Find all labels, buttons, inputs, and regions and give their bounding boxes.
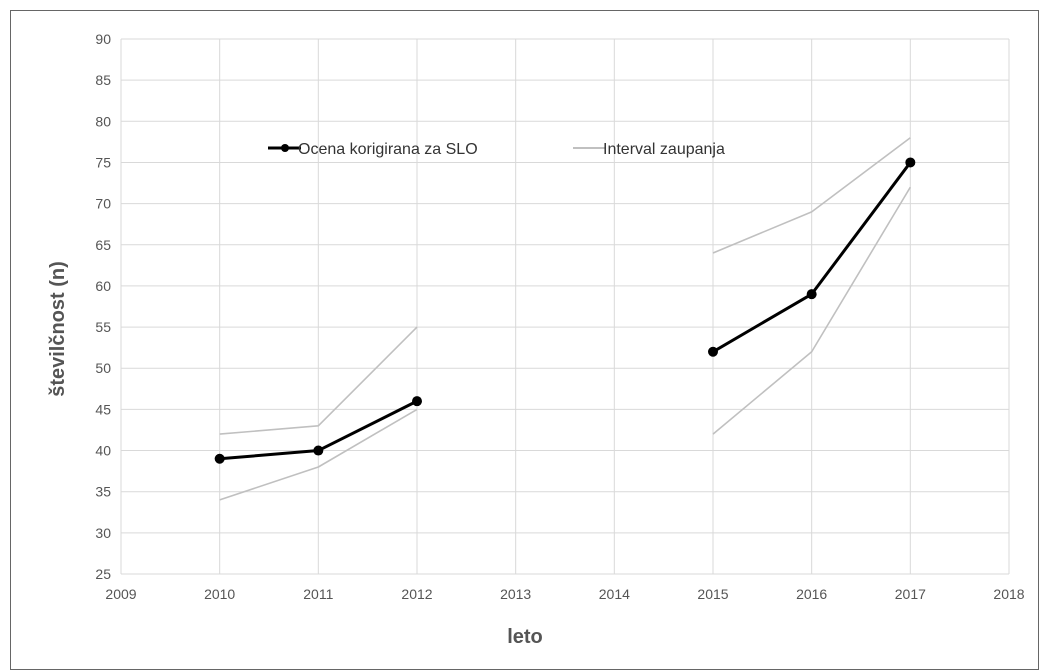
y-tick-label: 30 [95, 525, 111, 541]
interval-line-segment [219, 408, 418, 501]
estimate-point [708, 346, 718, 357]
x-tick-label: 2012 [401, 586, 432, 602]
y-tick-label: 50 [95, 360, 111, 376]
interval-line-segment [712, 186, 912, 435]
x-tick-labels: 2009 2010 2011 2012 2013 2014 2015 2016 2017 2018 [105, 586, 1024, 602]
legend: Ocena korigirana za SLO Interval zaupanj… [268, 141, 725, 158]
y-tick-label: 65 [95, 237, 111, 253]
estimate-point [214, 453, 225, 464]
legend-label-estimate: Ocena korigirana za SLO [298, 141, 478, 158]
grid-lines [120, 38, 1010, 575]
estimate-point [412, 396, 422, 407]
y-tick-label: 80 [95, 113, 111, 129]
x-tick-label: 2014 [599, 586, 630, 602]
estimate-point [905, 157, 916, 168]
series-layer [214, 137, 916, 501]
legend-marker-estimate [281, 144, 289, 152]
y-tick-label: 70 [95, 196, 111, 212]
interval-line-segment [712, 137, 911, 254]
x-tick-label: 2013 [500, 586, 531, 602]
y-tick-label: 60 [95, 278, 111, 294]
chart-frame: 25 30 35 40 45 50 55 60 65 70 75 80 85 90 2009 2010 201… [10, 10, 1039, 670]
y-tick-label: 35 [95, 484, 111, 500]
x-axis-label: leto [507, 626, 543, 648]
y-tick-label: 40 [95, 443, 111, 459]
legend-label-interval: Interval zaupanja [603, 141, 725, 158]
y-tick-label: 85 [95, 72, 111, 88]
y-tick-label: 25 [95, 566, 111, 582]
estimate-point [313, 445, 324, 456]
x-tick-label: 2015 [697, 586, 728, 602]
y-tick-label: 75 [95, 154, 111, 170]
x-tick-label: 2018 [993, 586, 1024, 602]
y-tick-label: 90 [95, 31, 111, 47]
estimate-point [806, 289, 817, 300]
y-tick-label: 45 [95, 401, 111, 417]
x-tick-label: 2016 [796, 586, 827, 602]
x-tick-label: 2017 [895, 586, 926, 602]
y-tick-label: 55 [95, 319, 111, 335]
x-tick-label: 2009 [105, 586, 136, 602]
y-tick-labels: 25 30 35 40 45 50 55 60 65 70 75 80 85 90 [95, 31, 111, 582]
y-axis-label: številčnost (n) [47, 261, 69, 397]
x-tick-label: 2010 [204, 586, 235, 602]
interval-line-segment [219, 326, 418, 435]
line-chart: 25 30 35 40 45 50 55 60 65 70 75 80 85 90 2009 2010 201… [47, 31, 1025, 648]
x-tick-label: 2011 [303, 586, 333, 602]
